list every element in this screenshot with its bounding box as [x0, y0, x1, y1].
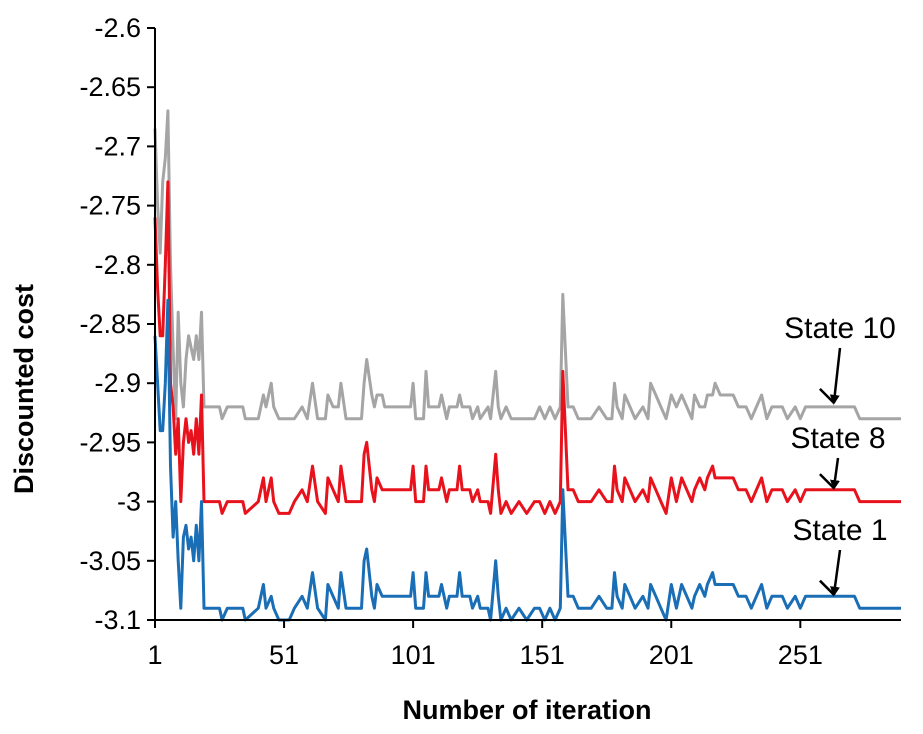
y-tick-label: -3.1	[94, 605, 141, 635]
annotation-arrow-wing	[819, 473, 835, 490]
annotation-label: State 1	[792, 514, 887, 547]
series-line-1	[153, 109, 901, 421]
y-tick-label: -2.75	[79, 191, 141, 221]
x-axis-title: Number of iteration	[402, 695, 651, 725]
y-tick-label: -3	[117, 487, 141, 517]
y-tick-label: -2.6	[94, 13, 141, 43]
annotation-label: State 8	[790, 422, 885, 455]
series-line-3	[153, 298, 901, 622]
y-axis-title: Discounted cost	[9, 284, 39, 494]
y-tick-label: -2.65	[79, 72, 141, 102]
x-tick-label: 1	[147, 640, 162, 670]
y-tick-label: -2.9	[94, 368, 141, 398]
tick-labels: -2.6 -2.65 -2.7 -2.75 -2.8 -2.85 -2.9 -2.95 -3 -3…	[79, 13, 822, 670]
axes-layer	[147, 27, 901, 628]
x-tick-label: 51	[269, 640, 299, 670]
annotation-arrow-wing	[819, 387, 835, 404]
y-tick-label: -2.85	[79, 309, 141, 339]
series-line-2	[153, 180, 901, 515]
annotation-label: State 10	[784, 312, 896, 345]
annotation-arrow	[830, 549, 842, 597]
y-tick-label: -2.95	[79, 427, 141, 457]
x-tick-label: 201	[649, 640, 694, 670]
annotations: State 10 State 8 State 1	[784, 312, 896, 597]
series-layer	[153, 109, 901, 622]
y-tick-label: -2.7	[94, 131, 141, 161]
annotation-arrow-wing	[819, 579, 835, 596]
x-tick-label: 151	[520, 640, 565, 670]
x-tick-label: 101	[391, 640, 436, 670]
x-tick-label: 251	[778, 640, 823, 670]
annotation-arrow	[829, 347, 842, 405]
annotation-arrow	[830, 457, 840, 491]
y-tick-label: -3.05	[79, 546, 141, 576]
y-tick-label: -2.8	[94, 250, 141, 280]
